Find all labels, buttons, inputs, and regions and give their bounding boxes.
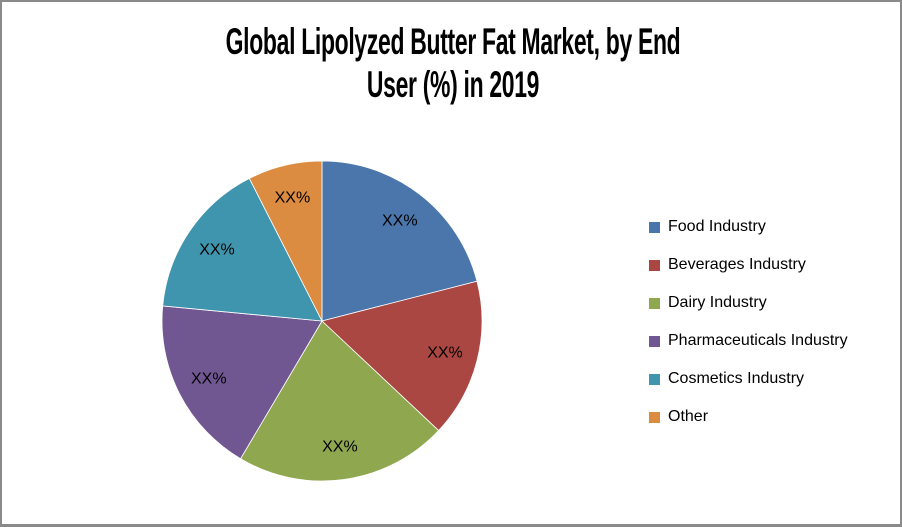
slice-label-food-industry: XX% (382, 213, 418, 230)
pie-slice-dairy-industry (240, 320, 440, 482)
legend-label: Dairy Industry (668, 294, 767, 311)
legend-item-other: Other (649, 408, 848, 426)
pie-chart: XX% XX% XX% XX% XX% XX% (161, 160, 483, 482)
slice-label-dairy-industry: XX% (322, 439, 358, 456)
legend-item-cosmetics-industry: Cosmetics Industry (649, 370, 848, 388)
legend-swatch-icon (649, 259, 660, 271)
slice-label-pharmaceuticals-industry: XX% (191, 371, 227, 388)
legend-swatch-icon (649, 335, 660, 347)
legend: Food Industry Beverages Industry Dairy Ind… (649, 218, 848, 446)
legend-swatch-icon (649, 221, 660, 233)
pie-slice-beverages-industry (321, 280, 483, 432)
legend-label: Food Industry (668, 218, 766, 235)
legend-swatch-icon (649, 297, 660, 309)
legend-item-food-industry: Food Industry (649, 218, 848, 236)
slice-label-beverages-industry: XX% (427, 345, 463, 362)
legend-swatch-icon (649, 373, 660, 385)
slice-label-other: XX% (275, 190, 311, 207)
legend-item-pharmaceuticals-industry: Pharmaceuticals Industry (649, 332, 848, 350)
chart-title-line2: User (%) in 2019 (366, 64, 540, 105)
legend-label: Beverages Industry (668, 256, 806, 273)
chart-title: Global Lipolyzed Butter Fat Market, by E… (173, 20, 732, 106)
slice-label-cosmetics-industry: XX% (199, 242, 235, 259)
legend-label: Pharmaceuticals Industry (668, 332, 848, 349)
legend-item-beverages-industry: Beverages Industry (649, 256, 848, 274)
chart-title-line1: Global Lipolyzed Butter Fat Market, by E… (225, 21, 681, 62)
pie-slice-other (248, 160, 323, 322)
pie-slice-cosmetics-industry (162, 177, 323, 322)
legend-label: Cosmetics Industry (668, 370, 805, 387)
legend-swatch-icon (649, 411, 660, 423)
legend-label: Other (668, 408, 709, 425)
pie-slice-food-industry (321, 160, 478, 322)
pie-slice-pharmaceuticals-industry (161, 305, 323, 460)
legend-item-dairy-industry: Dairy Industry (649, 294, 848, 312)
